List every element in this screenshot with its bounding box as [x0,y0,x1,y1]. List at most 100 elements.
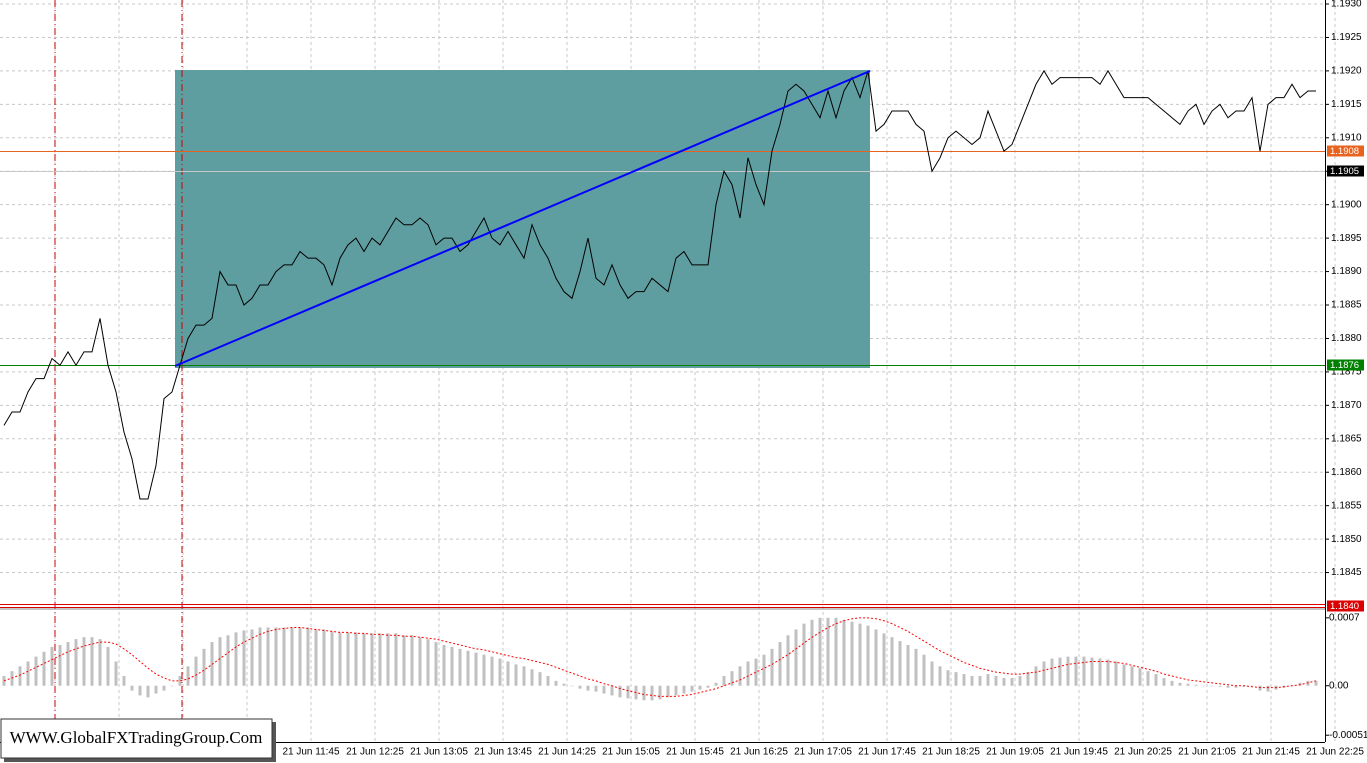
marks [0,69,1325,701]
histogram-bar [690,685,694,692]
histogram-bar [194,656,198,686]
level-label: 1.1908 [1330,146,1359,157]
histogram-bar [1114,661,1118,686]
level-label: 1.1876 [1330,360,1359,371]
histogram-bar [730,671,734,686]
histogram-bar [58,644,62,686]
histogram-bar [642,685,646,701]
histogram-bar [386,633,390,686]
histogram-bar [994,676,998,686]
histogram-bar [154,685,158,694]
x-tick-label: 21 Jun 21:45 [1242,747,1300,758]
histogram-bar [834,617,838,686]
histogram-bar [898,641,902,686]
histogram-bar [442,644,446,686]
histogram-bar [714,682,718,686]
histogram-bar [362,633,366,686]
histogram-bar [946,670,950,686]
y-tick-label: 1.1930 [1331,0,1362,10]
histogram-bar [762,654,766,686]
histogram-bar [506,661,510,686]
histogram-bar [1082,656,1086,686]
histogram-bar [490,656,494,686]
histogram-bar [90,637,94,686]
histogram-bar [394,633,398,686]
histogram-bar [1042,661,1046,686]
histogram-bar [42,651,46,686]
histogram-bar [1026,672,1030,686]
histogram-bar [426,639,430,686]
histogram-bar [530,669,534,686]
histogram-bar [122,676,126,686]
histogram-bar [594,685,598,692]
histogram-bar [138,685,142,696]
histogram-bar [1154,674,1158,686]
watermark-box [0,718,273,759]
histogram-bar [746,661,750,686]
watermark: WWW.GlobalFXTradingGroup.Com [10,728,263,747]
histogram-bar [346,632,350,686]
level-label: 1.1905 [1330,166,1359,177]
histogram-bar [170,685,174,687]
y-tick-label: 1.1920 [1331,66,1362,77]
histogram-bar [338,632,342,686]
histogram-bar [2,676,6,686]
histogram-bar [1226,685,1230,688]
histogram-bar [1178,682,1182,686]
histogram-bar [130,685,134,691]
histogram-bar [794,629,798,686]
x-tick-label: 21 Jun 19:45 [1050,747,1108,758]
histogram-bar [954,672,958,686]
level-tag [1327,145,1364,157]
histogram-bar [202,648,206,686]
histogram-bar [938,666,942,686]
histogram-bar [1066,656,1070,686]
histogram-bar [626,685,630,699]
histogram-bar [1210,685,1214,687]
histogram-bar [1058,657,1062,686]
histogram-bar [434,642,438,686]
histogram-bar [114,661,118,686]
y-tick-label: 1.1895 [1331,233,1362,244]
histogram-bar [618,685,622,698]
labels: 1.1845 1.1850 1.1855 1.1860 1.1865 1.1870 1.18… [282,0,1367,758]
histogram-bar [666,685,670,698]
histogram-bar [578,685,582,689]
histogram-bar [178,676,182,686]
histogram-bar [274,627,278,686]
histogram-bar [258,627,262,686]
histogram-bar [554,680,558,686]
histogram-bar [450,646,454,686]
y-tick-label: 1.1865 [1331,433,1362,444]
level-tag [1327,165,1364,177]
histogram-bar [914,648,918,686]
y-tick-label: 1.1855 [1331,500,1362,511]
y-tick-label: 1.1910 [1331,132,1362,143]
y-tick-label: 1.1900 [1331,199,1362,210]
histogram-bar [650,685,654,701]
histogram-bar [1002,677,1006,686]
histogram-bar [970,676,974,686]
histogram-bar [1250,685,1254,687]
x-tick-label: 21 Jun 14:25 [538,747,596,758]
histogram-bar [402,635,406,686]
histogram-bar [754,658,758,686]
annotations [54,0,870,742]
y-tick-label: 1.1875 [1331,367,1362,378]
x-tick-label: 21 Jun 19:05 [986,747,1044,758]
histogram-bar [1018,676,1022,686]
histogram-bar [146,685,150,698]
histogram-bar [410,635,414,686]
level-tag [1327,600,1364,612]
histogram-bar [890,637,894,686]
histogram-bar [570,685,574,687]
histogram-bar [74,639,78,686]
y2-tick-label: 0.00 [1329,680,1349,691]
histogram-bar [26,661,30,686]
histogram-bar [922,654,926,686]
histogram-bar [1266,685,1270,692]
signal-line [3,617,1317,697]
histogram-bar [1202,685,1206,687]
histogram-bar [1218,685,1222,687]
histogram-bar [906,644,910,686]
